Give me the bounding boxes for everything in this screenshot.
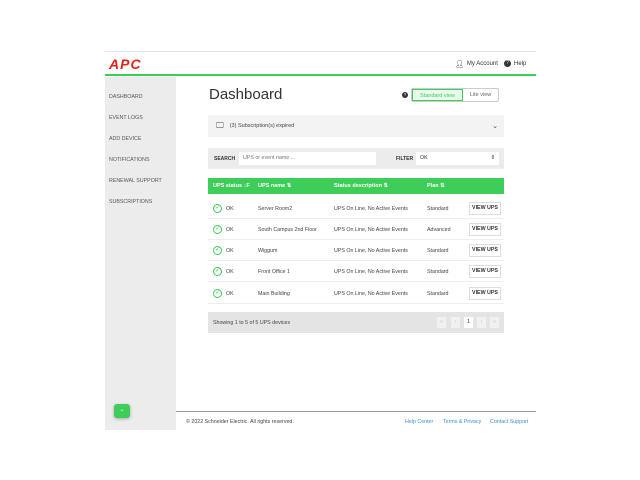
prev-page-button[interactable]: ‹ (451, 317, 460, 328)
check-circle-icon: ✓ (213, 267, 222, 276)
filter-value: OK (420, 155, 428, 161)
view-toggle: Standard view Lite view (411, 88, 500, 102)
table-row: ✓ OK Wiggum UPS On Line, No Active Event… (208, 240, 504, 261)
row-ups-name: South Campus 2nd Floor (258, 227, 317, 233)
table-row: ✓ OK South Campus 2nd Floor UPS On Line,… (208, 219, 504, 240)
row-plan: Standard (427, 248, 449, 254)
check-circle-icon: ✓ (213, 289, 222, 298)
sidebar-item-dashboard[interactable]: DASHBOARD (109, 94, 143, 100)
check-circle-icon: ✓ (213, 225, 222, 234)
col-status-description[interactable]: Status description ⇅ (334, 183, 389, 189)
col-ups-name[interactable]: UPS name ⇅ (258, 183, 292, 189)
select-arrows-icon: ⇕ (490, 155, 495, 161)
help-icon: ? (504, 60, 511, 67)
row-ups-name: Main Building (258, 291, 290, 297)
row-ups-name: Front Office 1 (258, 269, 290, 275)
next-page-button[interactable]: › (477, 317, 486, 328)
lite-view-button[interactable]: Lite view (469, 92, 492, 98)
sidebar-item-renewal-support[interactable]: RENEWAL SUPPORT (109, 178, 162, 184)
contact-support-link[interactable]: Contact Support (490, 419, 529, 425)
my-account-label: My Account (466, 61, 498, 67)
page-1-button[interactable]: 1 (464, 317, 473, 328)
view-ups-button[interactable]: VIEW UPS (469, 287, 501, 300)
view-ups-button[interactable]: VIEW UPS (469, 202, 501, 215)
view-ups-button[interactable]: VIEW UPS (469, 265, 501, 278)
standard-view-button[interactable]: Standard view (412, 89, 463, 101)
info-icon[interactable]: ? (402, 92, 408, 98)
help-label: Help (514, 60, 527, 67)
view-ups-button[interactable]: VIEW UPS (469, 244, 501, 257)
row-plan: Standard (427, 269, 449, 275)
top-divider (105, 51, 536, 52)
help-link[interactable]: ? Help (504, 60, 526, 67)
row-plan: Advanced (427, 227, 451, 233)
row-description: UPS On Line, No Active Events (334, 291, 408, 297)
sidebar-item-add-device[interactable]: ADD DEVICE (109, 136, 142, 142)
check-circle-icon: ✓ (213, 246, 222, 255)
check-circle-icon: ✓ (213, 204, 222, 213)
row-ups-name: Wiggum (258, 248, 278, 254)
table-header: UPS status ↓F UPS name ⇅ Status descript… (208, 178, 504, 194)
subscription-text: (3) Subscription(s) expired (229, 123, 295, 129)
row-description: UPS On Line, No Active Events (334, 206, 408, 212)
first-page-button[interactable]: « (437, 317, 446, 328)
filter-label: FILTER (396, 156, 414, 162)
row-status: OK (226, 248, 234, 254)
col-plan[interactable]: Plan ⇅ (427, 183, 445, 189)
sidebar-item-notifications[interactable]: NOTIFICATIONS (109, 157, 150, 163)
chat-bot-icon[interactable]: ᵕ (114, 404, 130, 418)
user-icon: 👤︎ (455, 61, 464, 68)
row-description: UPS On Line, No Active Events (334, 248, 408, 254)
last-page-button[interactable]: » (490, 317, 499, 328)
filter-select[interactable]: OK ⇕ (416, 152, 499, 165)
terms-privacy-link[interactable]: Terms & Privacy (443, 419, 482, 425)
row-status: OK (226, 291, 234, 297)
sidebar: DASHBOARD EVENT LOGS ADD DEVICE NOTIFICA… (105, 77, 176, 430)
search-label: SEARCH (214, 156, 236, 162)
view-ups-button[interactable]: VIEW UPS (469, 223, 501, 236)
sidebar-item-event-logs[interactable]: EVENT LOGS (109, 115, 143, 121)
footer-divider (176, 411, 536, 412)
header-divider (105, 74, 536, 76)
subscription-notice[interactable]: 🖵︎ (3) Subscription(s) expired ⌄ (208, 115, 504, 137)
sidebar-item-subscriptions[interactable]: SUBSCRIPTIONS (109, 199, 153, 205)
help-center-link[interactable]: Help Center (405, 419, 434, 425)
copyright: © 2022 Schneider Electric. All rights re… (186, 419, 294, 425)
table-row: ✓ OK Main Building UPS On Line, No Activ… (208, 283, 504, 304)
row-plan: Standard (427, 291, 449, 297)
row-description: UPS On Line, No Active Events (334, 227, 408, 233)
col-ups-status[interactable]: UPS status ↓F (213, 183, 250, 189)
row-plan: Standard (427, 206, 449, 212)
row-status: OK (226, 269, 234, 275)
row-description: UPS On Line, No Active Events (334, 269, 408, 275)
table-row: ✓ OK Server Room2 UPS On Line, No Active… (208, 198, 504, 219)
chevron-down-icon[interactable]: ⌄ (492, 123, 498, 130)
search-bar: SEARCH FILTER OK ⇕ (208, 148, 504, 169)
monitor-icon: 🖵︎ (216, 121, 224, 130)
header: APC 👤︎ My Account ? Help (105, 52, 536, 75)
pagination-summary: Showing 1 to 5 of 5 UPS devices (213, 320, 291, 326)
my-account-link[interactable]: 👤︎ My Account (455, 60, 498, 68)
apc-logo[interactable]: APC (109, 56, 142, 72)
row-ups-name: Server Room2 (258, 206, 293, 212)
row-status: OK (226, 206, 234, 212)
row-status: OK (226, 227, 234, 233)
page-title: Dashboard (209, 86, 283, 103)
table-row: ✓ OK Front Office 1 UPS On Line, No Acti… (208, 261, 504, 282)
pagination-bar: Showing 1 to 5 of 5 UPS devices « ‹ 1 › … (208, 312, 504, 333)
search-input[interactable] (239, 152, 376, 165)
